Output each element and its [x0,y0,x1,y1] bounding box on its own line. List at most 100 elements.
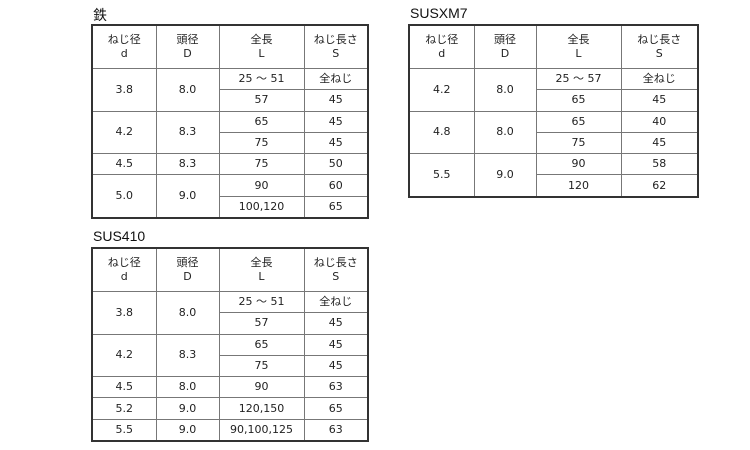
column-header: ねじ径 d [91,247,157,292]
cell-total-length: 65 [218,333,305,356]
column-header: ねじ径 d [91,24,157,69]
cell-total-length: 25 ～ 57 [535,67,622,91]
cell-thread-length: 65 [303,397,369,420]
cell-total-length: 90 [218,174,305,197]
cell-thread-length: 50 [303,153,369,176]
cell-total-length: 120 [535,174,622,198]
column-header-line: ねじ長さ [313,256,358,269]
cell-total-length: 90 [535,153,622,176]
column-header-line: d [438,47,446,60]
cell-total-length: 65 [218,110,305,133]
table-title-iron: 鉄 [93,7,107,23]
table-row: 4.8 8.0 65 40 [408,110,699,155]
cell-total-length: 25 ～ 51 [218,290,305,314]
column-header-line: 全長 [250,33,273,46]
cell-thread-diameter: 4.2 [408,68,475,112]
cell-total-length: 100,120 [218,195,305,219]
cell-head-diameter: 8.0 [473,110,537,155]
cell-total-length: 75 [218,354,305,378]
cell-thread-length: 62 [620,174,699,198]
column-header-line: S [332,47,340,60]
column-header: 全長 L [535,24,622,69]
table-row: 4.2 8.3 65 45 [91,333,369,378]
cell-thread-length: 全ねじ [303,290,369,314]
cell-total-length: 25 ～ 51 [218,67,305,91]
cell-thread-length: 45 [303,89,369,112]
column-header-line: ねじ径 [107,33,141,46]
table-row: 4.2 8.3 65 45 [91,110,369,155]
cell-thread-diameter: 4.8 [408,110,475,155]
cell-thread-diameter: 4.5 [91,153,157,176]
table-row: 75 45 [92,354,369,378]
table-row: 5.0 9.0 90 60 [91,174,369,219]
table-row: 4.2 8.0 25 ～ 57 全ねじ [408,67,699,112]
cell-head-diameter: 8.3 [155,110,220,155]
cell-thread-length: 全ねじ [620,67,699,91]
cell-thread-length: 45 [303,312,369,335]
column-header: 全長 L [218,24,305,69]
table-row: 5.2 9.0 120,150 65 [91,397,369,420]
column-header-line: 頭径 [176,33,199,46]
column-header-line: S [655,47,663,60]
cell-total-length: 75 [218,131,305,155]
column-header: 頭径 D [155,247,220,292]
cell-thread-diameter: 5.2 [91,397,157,420]
cell-head-diameter: 9.0 [473,153,537,198]
cell-thread-length: 全ねじ [303,67,369,91]
table-row: 57 45 [92,312,369,335]
column-header-line: L [575,47,582,60]
cell-thread-diameter: 5.5 [91,418,157,442]
table-row: 3.8 8.0 25 ～ 51 全ねじ [91,290,369,335]
cell-head-diameter: 9.0 [155,397,220,420]
column-header-line: 頭径 [176,256,199,269]
cell-thread-diameter: 4.5 [91,376,157,399]
column-header: 頭径 D [155,24,220,69]
cell-thread-diameter: 3.8 [91,291,157,335]
cell-thread-length: 63 [303,376,369,399]
column-header-line: 全長 [250,256,273,269]
spec-table-sus410: ねじ径 d 頭径 D 全長 L ねじ長さ S 3.8 8.0 25 ～ 51 全ねじ 57 45 4.2 8.… [91,247,369,443]
cell-thread-length: 63 [303,418,369,442]
column-header-line: d [120,47,128,60]
cell-total-length: 65 [535,89,622,112]
cell-head-diameter: 8.0 [155,291,220,335]
cell-thread-length: 45 [620,131,699,155]
column-header: ねじ長さ S [620,24,699,69]
column-header-line: ねじ長さ [313,33,358,46]
table-row: 3.8 8.0 25 ～ 51 全ねじ [91,67,369,112]
column-header-line: ねじ径 [107,256,141,269]
cell-thread-diameter: 5.0 [91,174,157,219]
cell-thread-diameter: 4.2 [91,333,157,378]
cell-total-length: 57 [218,312,305,335]
cell-total-length: 57 [218,89,305,112]
header-row: ねじ径 d 頭径 D 全長 L ねじ長さ S [408,24,699,69]
cell-thread-length: 45 [620,89,699,112]
cell-thread-length: 58 [620,153,699,176]
table-row: 75 45 [409,131,699,155]
spec-table-susxm7: ねじ径 d 頭径 D 全長 L ねじ長さ S 4.2 8.0 25 ～ 57 全ねじ 65 45 4.8 8.… [408,24,699,198]
cell-thread-length: 40 [620,110,699,133]
table-row: 4.5 8.3 75 50 [91,153,369,176]
cell-thread-length: 45 [303,131,369,155]
column-header-line: ねじ径 [425,33,459,46]
cell-head-diameter: 8.3 [155,153,220,176]
cell-thread-diameter: 4.2 [91,110,157,155]
cell-total-length: 120,150 [218,397,305,420]
table-row: 120 62 [409,174,699,198]
table-row: 5.5 9.0 90 58 [408,153,699,198]
table-title-sus410: SUS410 [93,228,146,244]
cell-head-diameter: 9.0 [155,418,220,442]
cell-head-diameter: 8.0 [473,68,537,112]
column-header: ねじ長さ S [303,247,369,292]
spec-table-iron: ねじ径 d 頭径 D 全長 L ねじ長さ S 3.8 8.0 25 ～ 51 全ねじ 57 45 4.2 8.… [91,24,369,220]
column-header: 全長 L [218,247,305,292]
table-row: 100,120 65 [92,195,369,219]
column-header-line: D [183,270,192,283]
cell-total-length: 75 [535,131,622,155]
cell-head-diameter: 8.3 [155,333,220,378]
cell-thread-diameter: 3.8 [91,68,157,112]
cell-total-length: 90,100,125 [218,418,305,442]
header-row: ねじ径 d 頭径 D 全長 L ねじ長さ S [91,24,369,69]
column-header-line: D [183,47,192,60]
cell-thread-length: 65 [303,195,369,219]
